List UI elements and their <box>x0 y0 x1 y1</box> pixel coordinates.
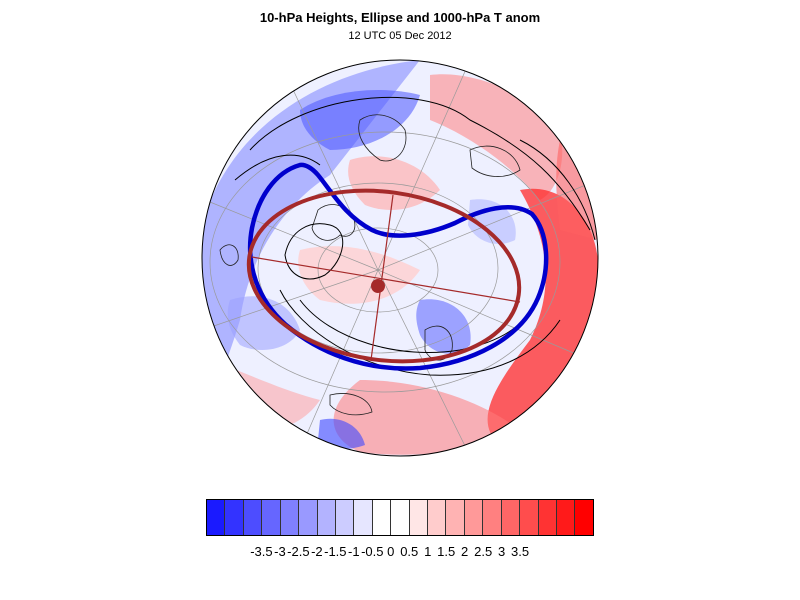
colorbar-tick-label: 0 <box>387 544 395 559</box>
colorbar-swatch <box>225 500 244 535</box>
globe-outline <box>201 59 599 457</box>
colorbar-tick-label: -3.5 <box>250 544 273 559</box>
colorbar-tick-label: -0.5 <box>361 544 384 559</box>
colorbar-swatch <box>501 500 521 535</box>
colorbar-swatch <box>391 500 410 535</box>
colorbar-swatch <box>483 500 502 535</box>
colorbar-swatch <box>280 500 300 535</box>
colorbar-tick-label: -1.5 <box>324 544 347 559</box>
polar-map <box>201 59 599 457</box>
colorbar-tick-label: -2.5 <box>287 544 310 559</box>
colorbar-tick-label: 2 <box>461 544 469 559</box>
colorbar-tick-label: 3 <box>497 544 506 559</box>
colorbar-swatch <box>428 500 447 535</box>
colorbar-tick-label: 1.5 <box>437 544 456 559</box>
graticule <box>202 60 598 456</box>
colorbar-swatch <box>520 500 539 535</box>
colorbar-swatch <box>464 500 484 535</box>
colorbar-tick-label: 2.5 <box>474 544 493 559</box>
map-title: 10-hPa Heights, Ellipse and 1000-hPa T a… <box>259 10 541 25</box>
map-subtitle: 12 UTC 05 Dec 2012 <box>348 30 452 42</box>
colorbar-swatch <box>575 500 593 535</box>
colorbar-swatch <box>409 500 429 535</box>
colorbar-tick-label: 0.5 <box>400 544 419 559</box>
colorbar-swatch <box>299 500 318 535</box>
colorbar-tick-label: -2 <box>311 544 323 559</box>
colorbar-tick-label: -1 <box>348 544 360 559</box>
colorbar-swatch <box>372 500 392 535</box>
colorbar-swatch <box>317 500 336 535</box>
colorbar-swatch <box>557 500 576 535</box>
colorbar-swatch <box>446 500 465 535</box>
coastlines <box>219 114 521 416</box>
ellipse-centroid <box>371 279 385 293</box>
colorbar-swatch <box>207 500 226 535</box>
height-contours <box>234 97 596 376</box>
colorbar-tick-label: 1 <box>424 544 432 559</box>
colorbar-swatch <box>243 500 263 535</box>
colorbar-swatch <box>354 500 373 535</box>
polar-vortex-contour <box>247 162 549 371</box>
colorbar-tick-labels: -3.5 -3 -2.5 -2 -1.5 -1 -0.5 0 0.5 1 1.5 2 2.5 3 3.5 <box>206 544 594 562</box>
colorbar-tick-label: 3.5 <box>511 544 530 559</box>
colorbar <box>206 499 594 536</box>
vortex-ellipse <box>246 188 522 364</box>
colorbar-tick-label: -3 <box>274 544 286 559</box>
colorbar-swatch <box>262 500 281 535</box>
colorbar-swatch <box>335 500 355 535</box>
colorbar-swatch <box>538 500 558 535</box>
